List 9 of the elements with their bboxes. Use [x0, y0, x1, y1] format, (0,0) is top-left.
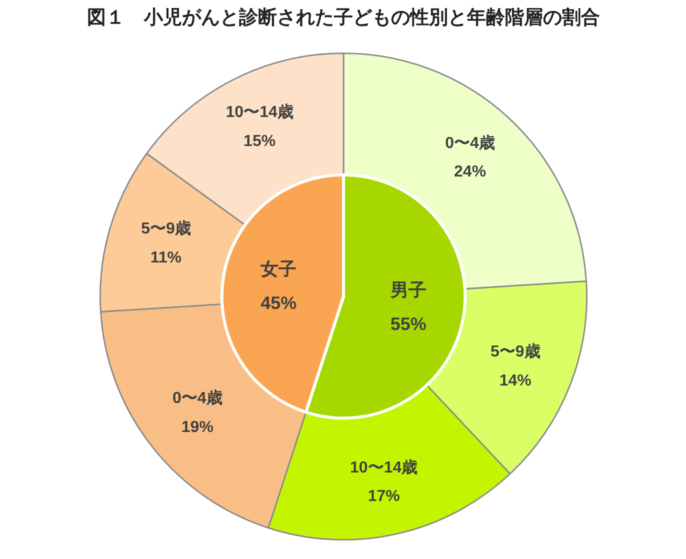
- data-label: 女子 45%: [260, 258, 297, 313]
- data-label: 10〜14歳 15%: [226, 102, 294, 150]
- data-label: 10〜14歳 17%: [350, 458, 418, 506]
- data-label: 男子 55%: [389, 280, 426, 334]
- chart-title: 図１ 小児がんと診断された子どもの性別と年齢階層の割合: [87, 6, 600, 28]
- data-label: 0〜4歳 19%: [172, 389, 222, 436]
- data-label: 0〜4歳 24%: [445, 134, 495, 181]
- data-label: 5〜9歳 14%: [490, 342, 540, 390]
- data-label: 5〜9歳 11%: [141, 219, 191, 266]
